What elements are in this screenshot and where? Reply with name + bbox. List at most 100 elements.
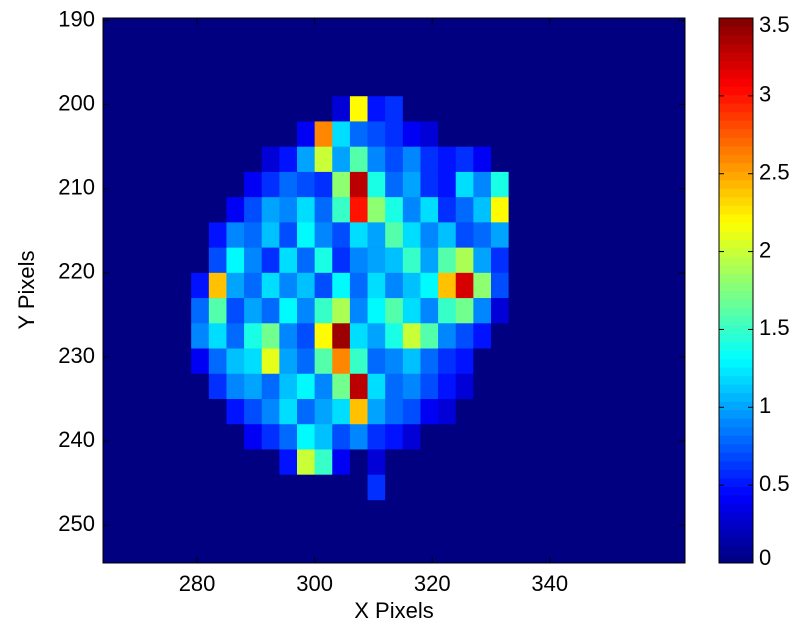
heat-cell: [173, 146, 192, 173]
heat-cell: [314, 171, 333, 198]
heat-cell: [508, 424, 527, 450]
colorbar-swatch: [719, 392, 753, 402]
heat-cell: [385, 323, 404, 349]
heat-cell: [244, 449, 263, 475]
heat-cell: [279, 348, 298, 375]
heat-cell: [226, 348, 245, 375]
heat-cell: [297, 197, 315, 223]
heat-cell: [367, 171, 386, 198]
heat-cell: [367, 398, 386, 425]
colorbar-swatch: [719, 77, 753, 87]
heat-cell: [455, 298, 474, 324]
heat-cell: [491, 323, 509, 349]
heat-cell: [349, 373, 368, 400]
heat-cell: [191, 222, 210, 248]
x-tick-label: 300: [296, 571, 333, 596]
heat-cell: [279, 424, 298, 450]
heat-cell: [226, 373, 245, 400]
heat-cell: [332, 272, 351, 299]
heat-cell: [420, 348, 439, 375]
colorbar-swatch: [719, 162, 753, 172]
heat-cell: [491, 171, 509, 198]
heat-cell: [244, 348, 263, 375]
heat-cell: [244, 247, 263, 274]
colorbar-swatch: [719, 452, 753, 462]
heat-cell: [508, 96, 527, 122]
y-tick-label: 240: [58, 427, 95, 452]
heat-cell: [473, 96, 492, 122]
heat-cell: [420, 222, 439, 248]
heat-cell: [261, 474, 280, 501]
heat-cell: [297, 348, 315, 375]
heat-cell: [332, 146, 351, 173]
heat-cell: [420, 323, 439, 349]
heat-cell: [191, 398, 210, 425]
y-tick-label: 190: [58, 6, 95, 31]
heat-cell: [173, 96, 192, 122]
heat-cell: [402, 398, 421, 425]
heat-cell: [402, 197, 421, 223]
colorbar-swatch: [719, 196, 753, 206]
heat-cell: [385, 373, 404, 400]
heat-cell: [438, 121, 457, 147]
heat-cell: [385, 121, 404, 147]
heat-cell: [455, 247, 474, 274]
heat-cell: [491, 424, 509, 450]
heat-cell: [261, 222, 280, 248]
heat-cell: [508, 398, 527, 425]
heat-cell: [191, 197, 210, 223]
heat-cell: [349, 474, 368, 501]
heat-cell: [438, 474, 457, 501]
heat-cell: [473, 474, 492, 501]
y-tick-label: 250: [58, 511, 95, 536]
colorbar-swatch: [719, 426, 753, 436]
heat-cell: [473, 121, 492, 147]
heat-cell: [279, 373, 298, 400]
heat-cell: [314, 96, 333, 122]
heat-cell: [508, 474, 527, 501]
heat-cell: [455, 222, 474, 248]
heat-cell: [402, 272, 421, 299]
heat-cell: [279, 272, 298, 299]
heat-cell: [279, 146, 298, 173]
heat-cell: [314, 298, 333, 324]
heat-cell: [402, 298, 421, 324]
heat-cell: [261, 121, 280, 147]
colorbar-swatch: [719, 333, 753, 343]
heat-cell: [261, 449, 280, 475]
heat-cell: [244, 373, 263, 400]
colorbar-swatch: [719, 528, 753, 538]
heat-cell: [349, 247, 368, 274]
colorbar-tick-label: 0: [759, 545, 771, 570]
heat-cell: [314, 323, 333, 349]
colorbar-swatch: [719, 35, 753, 45]
heat-cell: [173, 449, 192, 475]
heat-cell: [367, 373, 386, 400]
colorbar-tick-label: 2.5: [759, 160, 790, 185]
heat-cell: [208, 449, 227, 475]
heat-cell: [226, 96, 245, 122]
heat-cell: [420, 171, 439, 198]
heat-cell: [491, 348, 509, 375]
heat-cell: [367, 121, 386, 147]
heat-cell: [367, 298, 386, 324]
heat-cell: [473, 247, 492, 274]
heat-cell: [226, 197, 245, 223]
heat-cell: [173, 171, 192, 198]
heat-cell: [402, 474, 421, 501]
heat-cell: [438, 146, 457, 173]
heat-cell: [349, 197, 368, 223]
heat-cell: [191, 373, 210, 400]
heat-cell: [208, 373, 227, 400]
heat-cell: [314, 348, 333, 375]
heat-cell: [385, 348, 404, 375]
heat-cell: [455, 146, 474, 173]
heat-cell: [332, 222, 351, 248]
heat-cell: [385, 146, 404, 173]
heat-cell: [191, 348, 210, 375]
heat-cell: [332, 298, 351, 324]
heat-cell: [173, 373, 192, 400]
heat-cell: [208, 298, 227, 324]
colorbar-swatch: [719, 469, 753, 479]
heat-cell: [191, 272, 210, 299]
